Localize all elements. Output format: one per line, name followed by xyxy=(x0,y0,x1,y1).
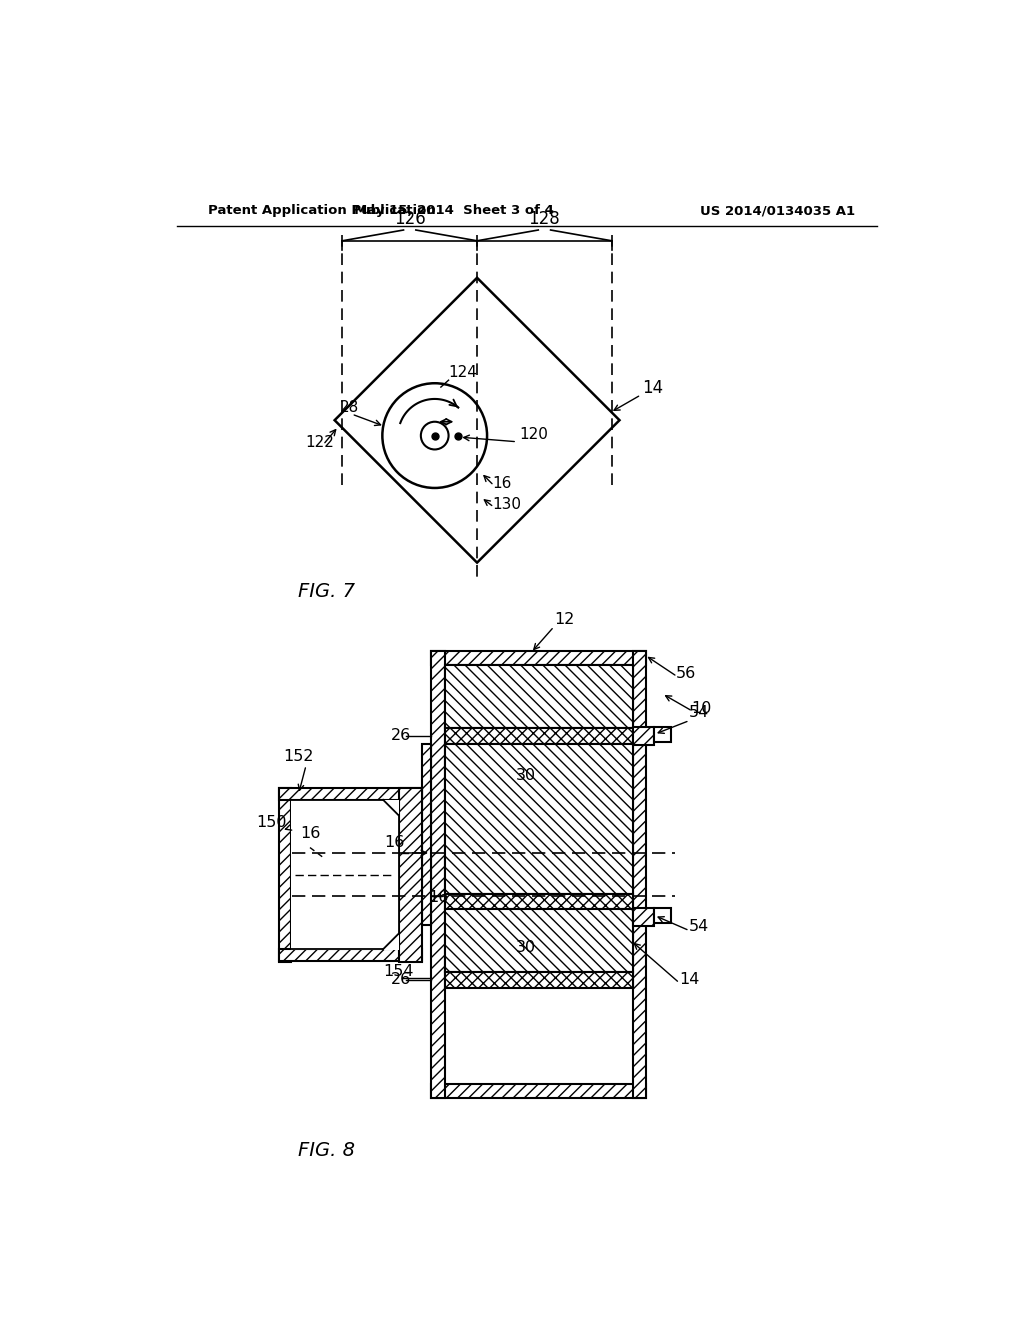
Text: May 15, 2014  Sheet 3 of 4: May 15, 2014 Sheet 3 of 4 xyxy=(354,205,554,218)
Bar xyxy=(431,651,646,665)
Bar xyxy=(633,908,654,927)
Bar xyxy=(280,788,422,800)
Text: 16: 16 xyxy=(493,477,512,491)
Text: 30: 30 xyxy=(515,940,536,956)
Text: 126: 126 xyxy=(394,210,426,228)
Text: 28: 28 xyxy=(340,400,359,416)
Text: 26: 26 xyxy=(391,729,411,743)
Bar xyxy=(398,788,422,961)
Text: 14: 14 xyxy=(679,972,699,987)
Bar xyxy=(633,651,646,1098)
Bar xyxy=(291,800,398,950)
Text: 120: 120 xyxy=(519,428,548,442)
Text: 56: 56 xyxy=(676,667,696,681)
Text: 12: 12 xyxy=(554,612,574,627)
Text: 154: 154 xyxy=(383,964,414,979)
Bar xyxy=(280,949,422,961)
Bar xyxy=(633,726,654,744)
Text: 128: 128 xyxy=(528,210,560,228)
Bar xyxy=(422,743,431,924)
Text: FIG. 8: FIG. 8 xyxy=(298,1140,355,1159)
Text: 14: 14 xyxy=(643,379,664,397)
Text: 54: 54 xyxy=(689,705,709,721)
Bar xyxy=(444,894,633,909)
Text: 124: 124 xyxy=(449,366,477,380)
Text: 30: 30 xyxy=(515,768,536,783)
Bar xyxy=(444,909,633,973)
Bar xyxy=(444,665,633,729)
Text: 122: 122 xyxy=(305,436,334,450)
Bar xyxy=(280,788,291,961)
Bar xyxy=(654,726,671,742)
Text: 16: 16 xyxy=(300,825,321,841)
Bar xyxy=(654,908,671,923)
Bar xyxy=(444,973,633,987)
Text: 16: 16 xyxy=(385,834,406,850)
Text: 54: 54 xyxy=(689,919,709,933)
Text: 16: 16 xyxy=(429,890,449,906)
Text: FIG. 7: FIG. 7 xyxy=(298,582,355,602)
Bar xyxy=(444,743,633,894)
Text: Patent Application Publication: Patent Application Publication xyxy=(208,205,435,218)
Text: 150: 150 xyxy=(256,814,287,830)
Bar xyxy=(431,651,444,1098)
Bar xyxy=(431,1084,646,1098)
Text: 10: 10 xyxy=(691,701,712,715)
Bar xyxy=(444,729,633,743)
Text: 152: 152 xyxy=(283,750,313,764)
Text: 130: 130 xyxy=(493,496,521,512)
Text: 26: 26 xyxy=(391,973,411,987)
Text: US 2014/0134035 A1: US 2014/0134035 A1 xyxy=(700,205,855,218)
